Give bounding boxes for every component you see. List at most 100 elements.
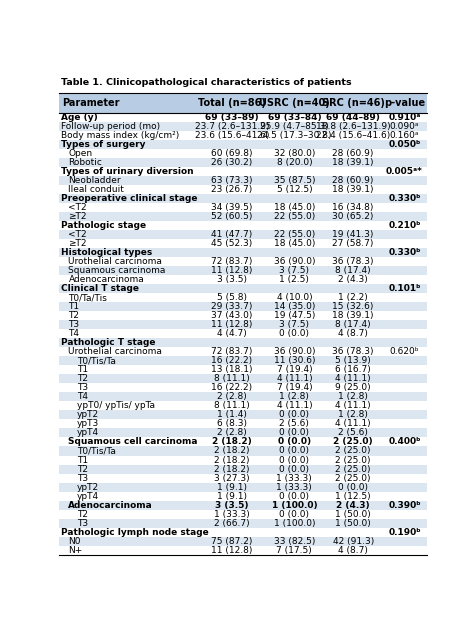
Text: 8 (11.1): 8 (11.1) [214,401,250,411]
Text: Squamous carcinoma: Squamous carcinoma [68,266,166,275]
Text: Table 1. Clinicopathological characteristics of patients: Table 1. Clinicopathological characteris… [61,78,352,86]
Text: 1 (12.5): 1 (12.5) [335,491,371,501]
Bar [59,203,427,212]
Text: 69 (44–89): 69 (44–89) [326,113,380,121]
Bar [59,293,427,302]
Text: 0 (0.0): 0 (0.0) [279,428,310,438]
Text: 0.090ᵃ: 0.090ᵃ [390,121,419,131]
Bar [59,230,427,239]
Bar [59,185,427,194]
Bar [59,491,427,501]
Bar [59,176,427,185]
Text: 4 (8.7): 4 (8.7) [338,329,368,338]
Text: 13 (18.1): 13 (18.1) [211,366,253,374]
Bar [59,347,427,356]
Text: 0.330ᵇ: 0.330ᵇ [388,194,421,203]
Text: T0/Tis/Ta: T0/Tis/Ta [77,356,116,366]
Text: 16 (34.8): 16 (34.8) [332,203,374,212]
Text: Urothelial carcinoma: Urothelial carcinoma [68,347,162,356]
Text: T3: T3 [77,383,88,393]
Text: 28 (60.9): 28 (60.9) [332,149,374,158]
Text: 0 (0.0): 0 (0.0) [338,483,368,491]
Bar [59,113,427,121]
Text: 18 (39.1): 18 (39.1) [332,311,374,320]
Text: 34 (39.5): 34 (39.5) [211,203,253,212]
Text: 2 (25.0): 2 (25.0) [336,446,371,456]
Text: 0 (0.0): 0 (0.0) [279,464,310,473]
Text: 0.620ᵇ: 0.620ᵇ [390,347,419,356]
Text: 24.5 (17.3–30.8): 24.5 (17.3–30.8) [257,131,332,140]
Text: 36 (78.3): 36 (78.3) [332,347,374,356]
Text: N0: N0 [68,536,81,546]
Text: 4 (11.1): 4 (11.1) [335,419,371,428]
Text: 72 (83.7): 72 (83.7) [211,257,253,266]
Text: T2: T2 [68,311,80,320]
Text: 1 (2.8): 1 (2.8) [279,393,310,401]
Text: 75 (87.2): 75 (87.2) [211,536,253,546]
Text: 2 (5.6): 2 (5.6) [279,419,310,428]
Bar [59,483,427,491]
Text: T1: T1 [68,302,80,311]
Bar [59,248,427,257]
Text: 0 (0.0): 0 (0.0) [279,491,310,501]
Text: 4 (4.7): 4 (4.7) [217,329,247,338]
Bar [59,356,427,366]
Text: Adenocarcinoma: Adenocarcinoma [68,275,144,284]
Bar [59,266,427,275]
Text: SRC (n=46): SRC (n=46) [322,98,384,108]
Text: 2 (25.0): 2 (25.0) [336,456,371,464]
Text: 27 (58.7): 27 (58.7) [332,239,374,248]
Text: 1 (33.3): 1 (33.3) [214,510,250,518]
Text: Pathologic lymph node stage: Pathologic lymph node stage [61,528,209,536]
Text: 29 (33.7): 29 (33.7) [211,302,253,311]
Text: 19 (41.3): 19 (41.3) [332,230,374,239]
Text: 2 (2.8): 2 (2.8) [217,393,247,401]
Text: Squamous cell carcinoma: Squamous cell carcinoma [68,438,198,446]
Text: T1: T1 [77,366,88,374]
Text: 63 (73.3): 63 (73.3) [211,176,253,185]
Bar [59,275,427,284]
Text: 1 (1.4): 1 (1.4) [217,411,247,419]
Text: 7 (19.4): 7 (19.4) [276,366,312,374]
Text: ypT2: ypT2 [77,483,99,491]
Text: 28 (60.9): 28 (60.9) [332,176,374,185]
Text: 0 (0.0): 0 (0.0) [279,456,310,464]
Text: 30 (65.2): 30 (65.2) [332,212,374,221]
Text: N+: N+ [68,546,82,555]
Text: 2 (5.6): 2 (5.6) [338,428,368,438]
Text: 1 (2.5): 1 (2.5) [279,275,310,284]
Bar [59,212,427,221]
Text: 11 (30.6): 11 (30.6) [273,356,315,366]
Text: 4 (11.1): 4 (11.1) [335,401,371,411]
Bar [59,284,427,293]
Text: 1 (33.3): 1 (33.3) [276,473,312,483]
Bar [59,473,427,483]
Text: 2 (25.0): 2 (25.0) [336,464,371,473]
Bar [59,239,427,248]
Text: 2 (2.8): 2 (2.8) [217,428,247,438]
Text: 11 (12.8): 11 (12.8) [211,321,253,329]
Text: 2 (25.0): 2 (25.0) [333,438,373,446]
Text: 69 (33–89): 69 (33–89) [205,113,259,121]
Bar [59,121,427,131]
Text: 8 (20.0): 8 (20.0) [276,158,312,167]
Text: T3: T3 [68,321,80,329]
Text: Total (n=86): Total (n=86) [198,98,266,108]
Text: Neobladder: Neobladder [68,176,121,185]
Text: 16 (22.2): 16 (22.2) [211,383,253,393]
Text: T3: T3 [77,519,88,528]
Bar [59,464,427,473]
Text: 2 (18.2): 2 (18.2) [214,456,250,464]
Text: T0/Ta/Tis: T0/Ta/Tis [68,293,107,302]
Text: 35 (87.5): 35 (87.5) [273,176,315,185]
Text: 0.101ᵇ: 0.101ᵇ [388,284,421,293]
Text: 0 (0.0): 0 (0.0) [279,446,310,456]
Text: 0.330ᵇ: 0.330ᵇ [388,248,421,257]
Bar [59,338,427,347]
Text: 3 (7.5): 3 (7.5) [279,321,310,329]
Text: 2 (4.3): 2 (4.3) [338,275,368,284]
Text: Histological types: Histological types [61,248,152,257]
Text: 18 (39.1): 18 (39.1) [332,158,374,167]
Text: 0 (0.0): 0 (0.0) [279,411,310,419]
Bar [59,221,427,230]
